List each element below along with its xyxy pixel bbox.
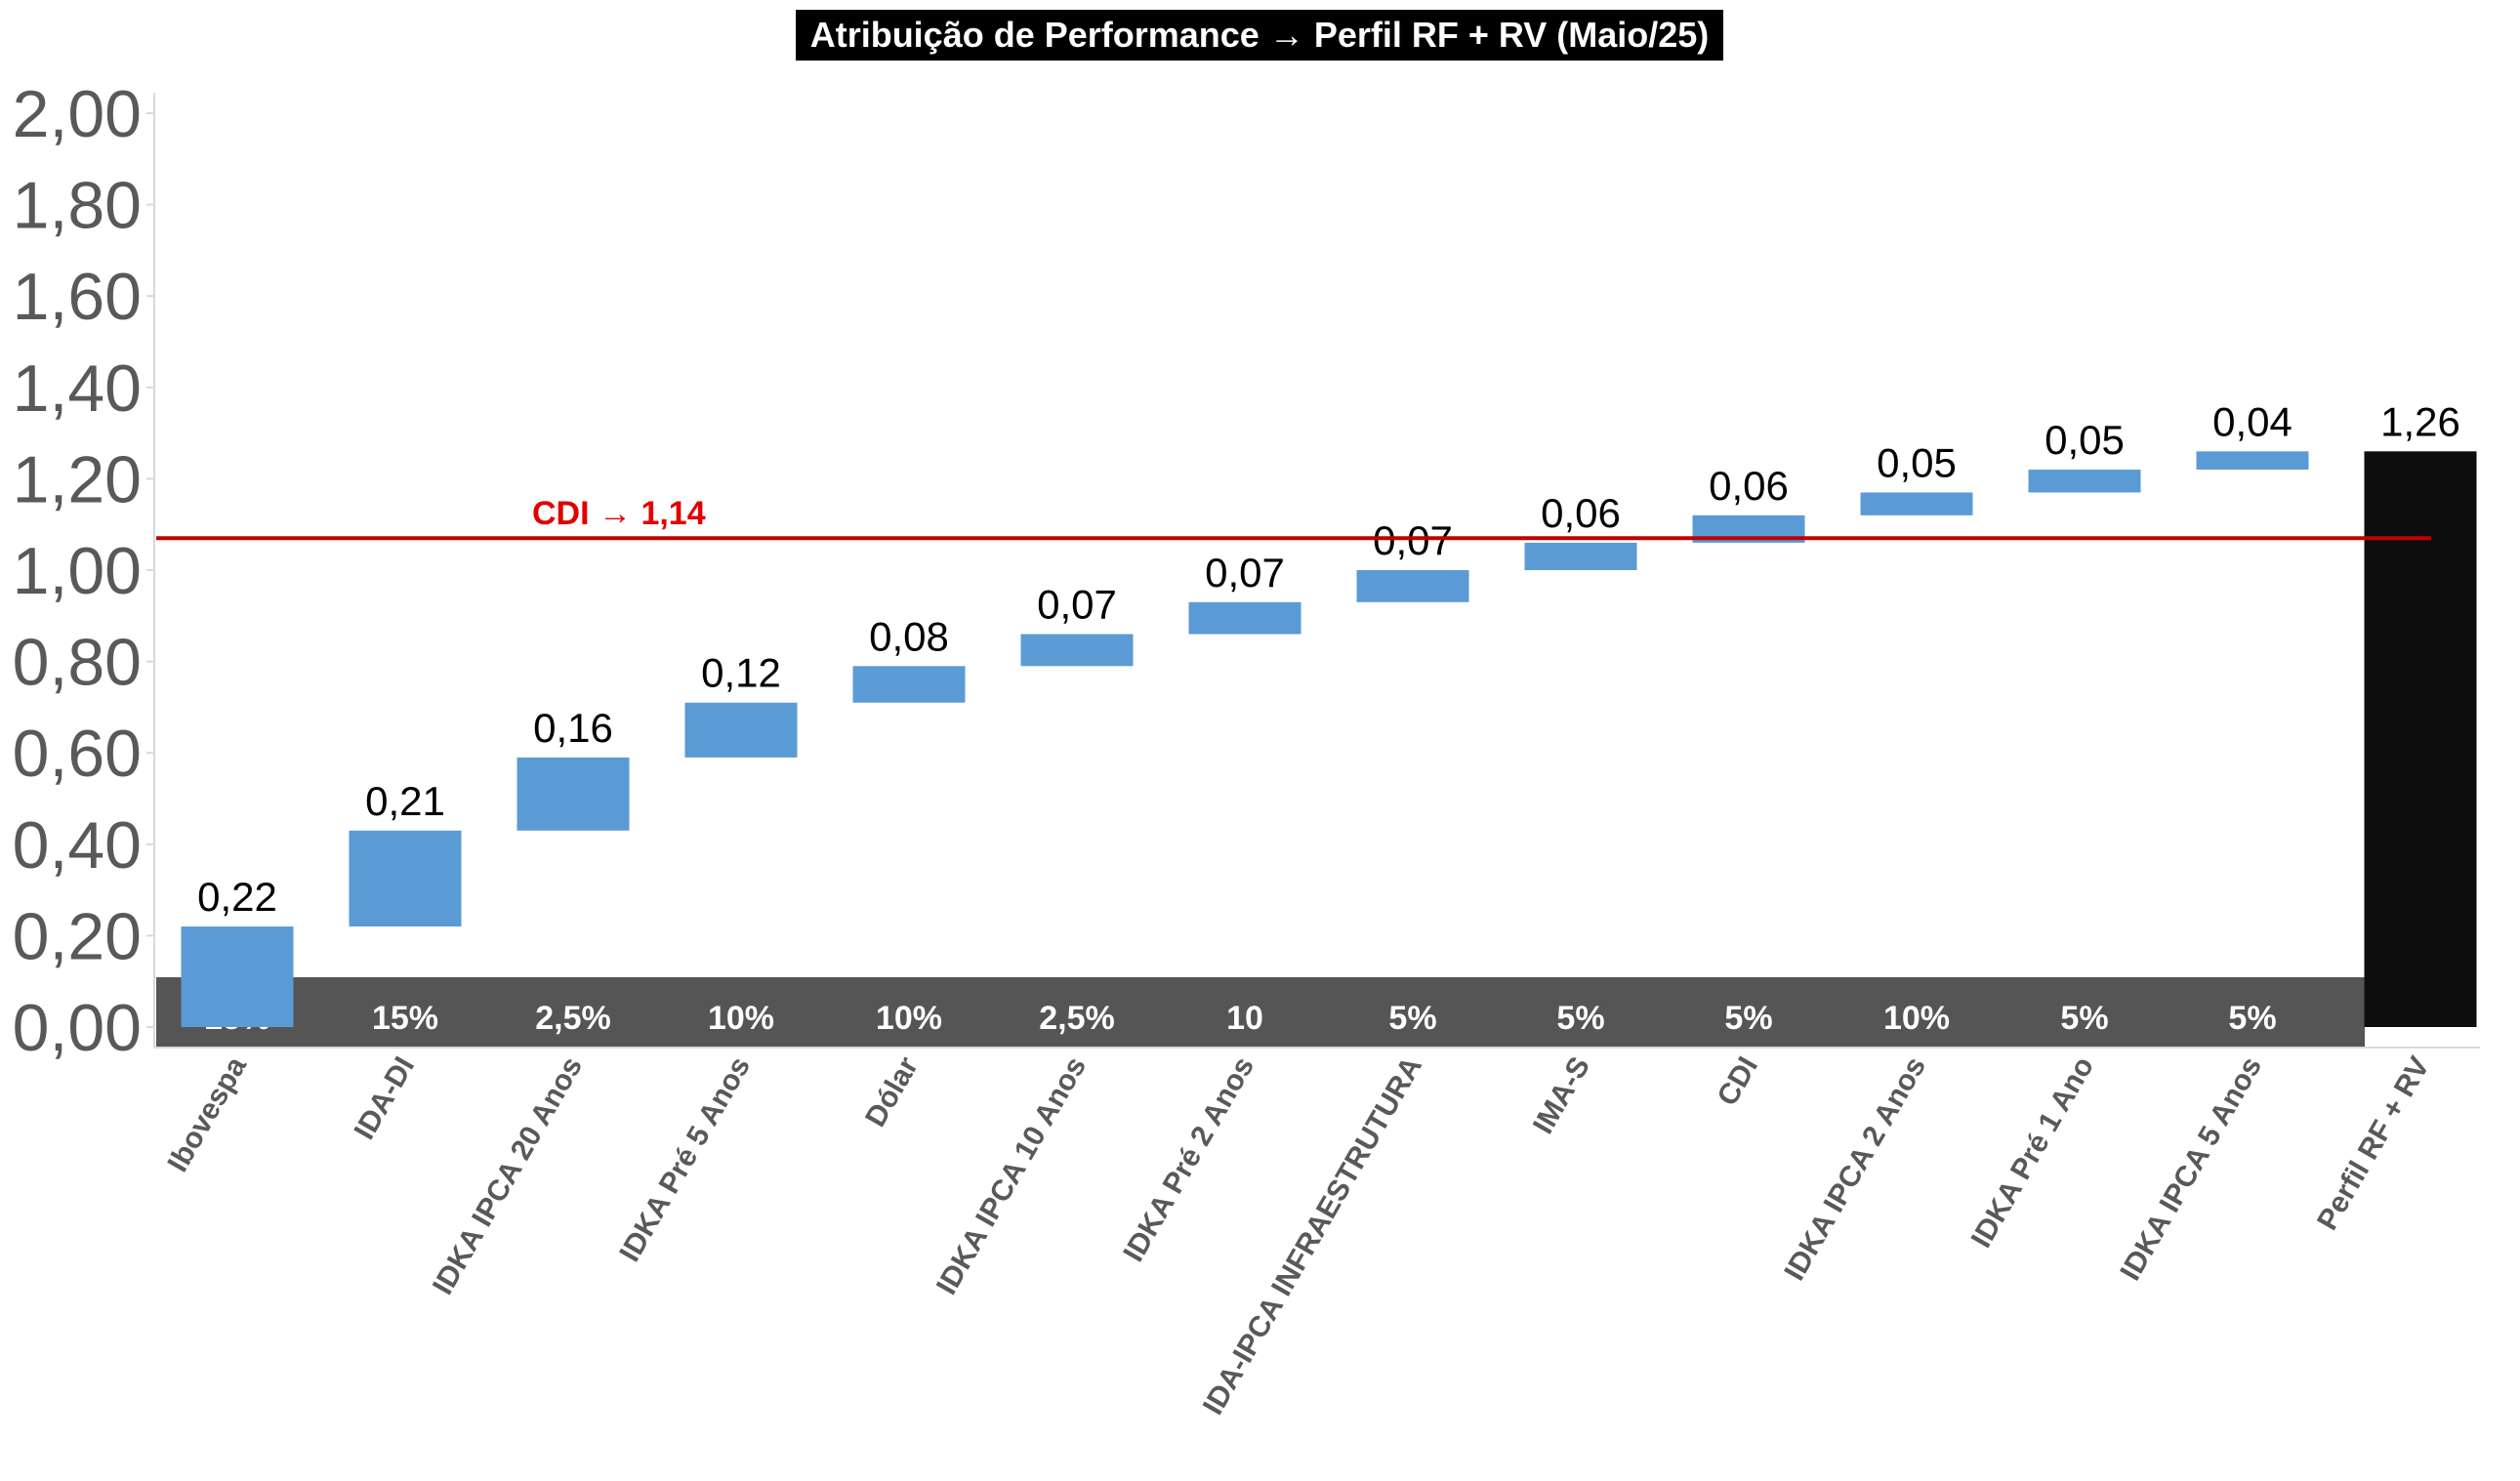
data-label: 0,08 (869, 613, 949, 659)
data-label: 0,16 (533, 705, 613, 751)
data-label: 0,07 (1205, 550, 1285, 596)
weight-label: 5% (1388, 1000, 1436, 1037)
data-label: 0,12 (701, 650, 781, 696)
x-tick-label: IDKA Pré 1 Ano (1965, 1051, 2100, 1254)
y-tick-label: 2,00 (13, 77, 142, 151)
bars (181, 451, 2477, 1027)
reference-line: CDI → 1,14 (156, 495, 2431, 541)
weight-label: 10 (1226, 1000, 1263, 1037)
x-tick-label: IMA-S (1527, 1051, 1596, 1139)
y-axis: 0,00 0,20 0,40 0,60 0,80 1,00 1,20 1,40 1,60 1,80… (13, 77, 155, 1065)
x-tick-label: IDKA IPCA 10 Anos (930, 1051, 1093, 1300)
data-label: 0,21 (365, 778, 445, 824)
waterfall-bar (181, 926, 294, 1027)
chart-title-text: Atribuição de Performance → Perfil RF + … (810, 15, 1710, 55)
y-tick-label: 1,80 (13, 169, 142, 243)
waterfall-bar (852, 666, 966, 703)
chart-title-background (796, 10, 1723, 61)
x-tick-label: IDKA Pré 2 Anos (1117, 1051, 1260, 1267)
y-tick-label: 1,60 (13, 260, 142, 334)
weight-label: 5% (1724, 1000, 1772, 1037)
total-bar (2364, 451, 2477, 1027)
x-tick-label: IDKA Pré 5 Anos (613, 1051, 757, 1267)
data-label: 0,06 (1709, 463, 1789, 509)
data-label: 1,26 (2380, 398, 2460, 444)
x-tick-label: IDA-DI (349, 1051, 421, 1145)
y-tick-label: 0,60 (13, 717, 142, 791)
data-label: 0,05 (2045, 417, 2125, 463)
data-label: 0,22 (197, 874, 277, 920)
waterfall-bar (1188, 601, 1301, 635)
waterfall-bar (1020, 634, 1134, 667)
y-tick-label: 0,80 (13, 626, 142, 700)
weight-band-background (156, 977, 2365, 1048)
x-tick-label: Perfil RF + RV (2311, 1051, 2436, 1236)
x-tick-label: CDI (1712, 1051, 1764, 1111)
weight-label: 5% (1556, 1000, 1604, 1037)
value-labels: 0,22 0,21 0,16 0,12 0,08 0,07 0,07 0,07 0,06 0,06… (197, 398, 2460, 920)
weight-label: 2,5% (1039, 1000, 1115, 1037)
y-tick-label: 1,40 (13, 351, 142, 426)
waterfall-bar (1860, 492, 1973, 515)
waterfall-bar (1524, 542, 1637, 570)
weight-band: 15%15%2,5%10%10%2,5%105%5%5%10%5%5% (156, 977, 2365, 1048)
weight-label: 2,5% (535, 1000, 611, 1037)
waterfall-bar (684, 702, 798, 758)
weight-label: 5% (2060, 1000, 2108, 1037)
weight-label: 5% (2228, 1000, 2276, 1037)
data-label: 0,07 (1373, 517, 1453, 563)
waterfall-bar (2028, 470, 2141, 493)
x-tick-label: IDKA IPCA 5 Anos (2114, 1051, 2268, 1286)
y-tick-label: 1,20 (13, 442, 142, 516)
waterfall-bar (2196, 451, 2309, 471)
waterfall-bar (349, 830, 462, 927)
chart-title: Atribuição de Performance → Perfil RF + … (796, 10, 1723, 61)
data-label: 0,04 (2212, 398, 2293, 444)
x-tick-label: Dólar (859, 1051, 925, 1132)
x-tick-label: IDKA IPCA 20 Anos (427, 1051, 589, 1300)
weight-label: 10% (708, 1000, 774, 1037)
y-tick-label: 0,00 (13, 991, 142, 1065)
x-tick-label: Ibovespa (161, 1051, 253, 1177)
data-label: 0,05 (1877, 439, 1957, 485)
y-tick-label: 1,00 (13, 534, 142, 608)
x-tick-label: IDKA IPCA 2 Anos (1778, 1051, 1932, 1286)
waterfall-bar (516, 757, 630, 831)
weight-label: 15% (372, 1000, 438, 1037)
y-tick-label: 0,40 (13, 808, 142, 883)
x-axis: Ibovespa IDA-DI IDKA IPCA 20 Anos IDKA Pré … (154, 1047, 2480, 1420)
y-tick-label: 0,20 (13, 899, 142, 973)
weight-label: 10% (876, 1000, 942, 1037)
weight-label: 10% (1883, 1000, 1950, 1037)
waterfall-bar (1356, 570, 1469, 602)
cdi-reference-label: CDI → 1,14 (532, 495, 706, 532)
data-label: 0,06 (1541, 490, 1621, 536)
data-label: 0,07 (1037, 582, 1117, 628)
